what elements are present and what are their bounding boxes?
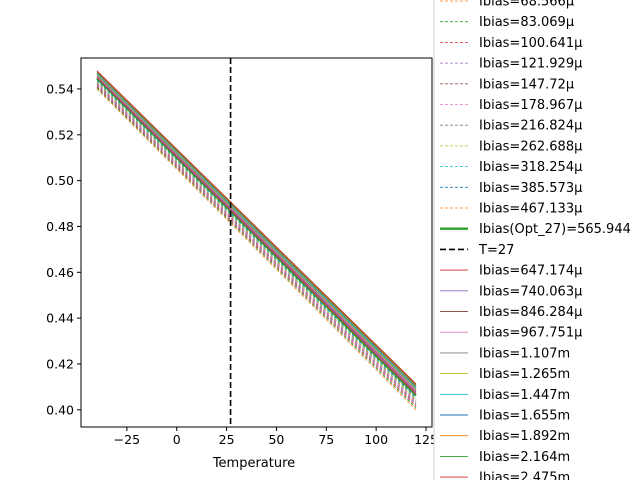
legend-item-16: Ibias=1.107m [440,346,570,361]
legend-item-2: Ibias=100.641μ [440,36,582,51]
x-tick-label: −25 [114,432,140,447]
legend-label: Ibias=178.967μ [479,98,582,113]
legend-label: Ibias=846.284μ [479,305,582,320]
legend-item-11: Ibias(Opt_27)=565.944 [440,222,631,237]
y-tick-label: 0.54 [46,81,74,96]
legend-item-17: Ibias=1.265m [440,367,570,382]
legend-item-15: Ibias=967.751μ [440,326,582,341]
series-line-12 [96,77,417,395]
y-tick-label: 0.52 [46,127,74,142]
y-tick-label: 0.50 [46,173,74,188]
legend-box [433,0,640,480]
legend-item-7: Ibias=262.688μ [440,139,582,154]
legend-label: Ibias=740.063μ [479,284,582,299]
legend-label: Ibias=68.566μ [479,0,574,10]
y-tick-label: 0.48 [46,219,74,234]
legend-label: Ibias=216.824μ [479,119,582,134]
series-line-22 [96,70,417,385]
legend-item-18: Ibias=1.447m [440,388,570,403]
series-line-11 [96,77,417,397]
series-line-8 [96,80,417,399]
series-layer [96,70,417,411]
x-axis: −25 0 25 50 75 100 125 [114,427,438,447]
series-line-1 [96,87,417,409]
series-line-6 [96,82,417,401]
legend-label: Ibias=647.174μ [479,264,582,279]
series-line-16 [96,74,417,390]
legend-label: Ibias(Opt_27)=565.944 [479,222,631,237]
legend-label: Ibias=2.164m [479,450,570,465]
series-line-15 [96,75,417,392]
series-line-18 [96,73,417,388]
series-line-21 [96,71,417,386]
series-line-0 [96,88,417,411]
legend-item-19: Ibias=1.655m [440,409,570,424]
legend-item-10: Ibias=467.133μ [440,202,582,217]
series-line-2 [96,86,417,407]
series-line-13 [96,76,417,394]
legend-label: T=27 [478,243,514,258]
legend-item-0: Ibias=68.566μ [440,0,574,10]
legend-item-21: Ibias=2.164m [440,450,570,465]
series-line-3 [96,85,417,406]
series-line-17 [96,73,417,389]
x-axis-label: Temperature [212,456,295,471]
series-line-19 [96,72,417,387]
plot-frame [80,57,433,428]
legend-label: Ibias=147.72μ [479,77,574,92]
legend-label: Ibias=121.929μ [479,57,582,72]
x-tick-label: 125 [414,432,438,447]
legend-item-9: Ibias=385.573μ [440,181,582,196]
legend-item-6: Ibias=216.824μ [440,119,582,134]
series-line-5 [96,83,417,403]
legend-label: Ibias=467.133μ [479,202,582,217]
series-line-20 [96,71,417,387]
legend-item-3: Ibias=121.929μ [440,57,582,72]
legend-item-22: Ibias=2.475m [440,471,570,480]
legend-item-13: Ibias=740.063μ [440,284,582,299]
x-tick-label: 50 [268,432,284,447]
legend-item-4: Ibias=147.72μ [440,77,574,92]
legend-label: Ibias=1.892m [479,429,570,444]
legend-item-8: Ibias=318.254μ [440,160,582,175]
y-tick-label: 0.40 [46,402,74,417]
series-line-4 [96,84,417,404]
series-line-14 [96,76,417,393]
legend-item-20: Ibias=1.892m [440,429,570,444]
legend-item-12: Ibias=647.174μ [440,264,582,279]
legend: Ibias=68.566μ Ibias=83.069μ Ibias=100.641μ… [433,0,640,480]
legend-label: Ibias=2.475m [479,471,570,480]
series-line-9 [96,79,417,398]
legend-item-vline: T=27 [440,243,514,258]
x-tick-label: 100 [364,432,388,447]
legend-label: Ibias=385.573μ [479,181,582,196]
y-tick-label: 0.46 [46,265,74,280]
legend-label: Ibias=1.447m [479,388,570,403]
legend-label: Ibias=100.641μ [479,36,582,51]
legend-item-14: Ibias=846.284μ [440,305,582,320]
y-tick-label: 0.44 [46,311,74,326]
x-tick-label: 25 [219,432,235,447]
legend-label: Ibias=1.655m [479,409,570,424]
y-axis: 0.40 0.42 0.44 0.46 0.48 0.50 0.52 0.54 [46,81,81,417]
series-line-7 [96,81,417,400]
legend-item-1: Ibias=83.069μ [440,15,574,30]
x-tick-label: 75 [318,432,334,447]
legend-label: Ibias=262.688μ [479,139,582,154]
legend-label: Ibias=1.265m [479,367,570,382]
legend-item-5: Ibias=178.967μ [440,98,582,113]
x-tick-label: 0 [173,432,181,447]
legend-label: Ibias=967.751μ [479,326,582,341]
legend-label: Ibias=1.107m [479,346,570,361]
legend-label: Ibias=83.069μ [479,15,574,30]
legend-label: Ibias=318.254μ [479,160,582,175]
y-tick-label: 0.42 [46,356,74,371]
